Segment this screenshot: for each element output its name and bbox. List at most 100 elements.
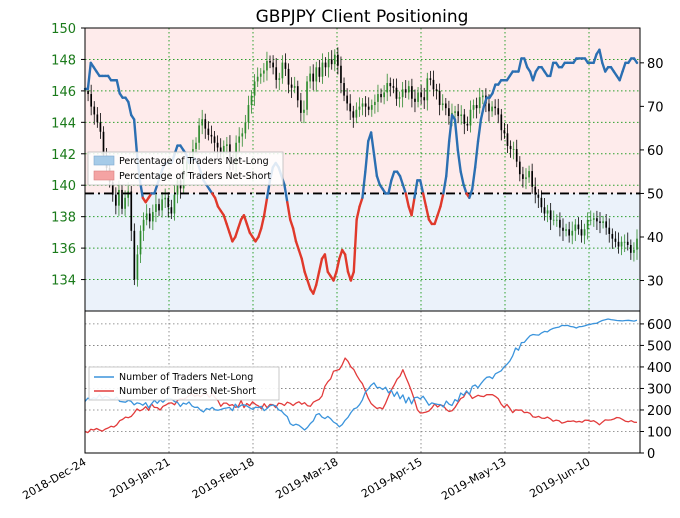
sentiment-segment [442,174,448,195]
sentiment-segment [491,83,497,95]
candlesticks [87,47,638,287]
sentiment-segment [421,192,428,208]
sentiment-segment [419,179,425,195]
top-panel: 134 136 138 140 142 144 146 148 150 30 40 50 60 70 80… [51,22,664,312]
sentiment-segment [283,183,289,204]
left-tick-label: 142 [51,148,76,163]
candle-body [226,144,228,146]
candle-body [478,97,481,109]
chart-title: GBPJPY Client Positioning [256,7,469,27]
candle-body [145,213,148,220]
candle-body [278,78,281,80]
candle-body [284,62,287,69]
candle-body [525,177,527,179]
left-tick-label: 150 [51,22,76,37]
candle-body [318,67,321,77]
bottom-panel: 0 100 200 300 400 500 600 Number of Traders Ne… [84,310,672,462]
sentiment-segment [288,218,295,230]
candle-body [454,111,456,113]
candle-body [528,171,530,178]
candle-body [238,136,241,143]
sentiment-segment [294,240,301,252]
sentiment-segment [115,79,121,95]
candle-body [164,197,167,200]
legend-net-short-swatch [93,170,115,181]
trader-count-lines [84,318,638,434]
candle-body [327,59,330,68]
left-tick-label: 134 [51,274,76,289]
candle-body [583,229,586,236]
candle-body [256,76,259,82]
candle-body [152,211,154,222]
candle-body [441,103,444,106]
sentiment-segment [242,214,249,226]
candle-body [315,67,318,82]
sentiment-segment [291,227,298,243]
candle-body [472,105,475,110]
candle-body [204,119,207,129]
candle-body [343,83,345,96]
candle-body [312,73,315,82]
candle-body [457,111,459,117]
candle-body [414,98,416,102]
candle-body [340,65,342,84]
sentiment-segment [364,139,370,173]
sentiment-segment [257,227,263,239]
candle-body [93,106,96,115]
sentiment-segment [352,218,358,274]
candle-body [253,81,256,96]
candle-body [244,122,247,134]
candle-body [534,186,537,195]
candle-body [401,89,404,98]
top-legend-box [87,151,284,186]
count-tick-label: 200 [647,404,672,419]
candle-body [118,189,120,206]
sentiment-segment [245,222,251,234]
candle-body [592,218,595,220]
candle-body [438,90,441,106]
candle-body [571,230,574,236]
candle-body [155,204,157,212]
sentiment-segment [312,283,318,295]
candle-body [420,92,422,98]
top-legend: Percentage of Traders Net-Long Percentag… [87,151,284,186]
candle-body [460,114,463,117]
candle-body [321,62,324,77]
candle-body [374,101,376,106]
candle-body [386,83,389,93]
candle-body [481,95,484,98]
legend-net-short-label: Percentage of Traders Net-Short [119,171,271,182]
candle-body [599,221,601,223]
sentiment-segment [598,48,604,65]
candle-body [303,109,305,113]
candle-body [636,238,638,250]
candle-body [497,108,500,115]
bottom-legend-box [88,366,280,401]
sentiment-segment [361,170,367,200]
candle-body [213,136,216,143]
candle-body [346,95,348,104]
right-tick-label: 60 [647,144,664,159]
candle-body [90,94,93,107]
sentiment-segment [523,57,529,69]
sentiment-segment [213,196,220,208]
candle-body [293,86,296,88]
sentiment-segment [459,170,465,186]
candle-body [263,70,265,74]
candle-body [173,194,176,214]
sentiment-segment [401,183,407,195]
sentiment-segment [482,96,488,108]
candle-body [275,67,278,80]
candle-body [562,227,564,231]
candle-body [577,224,580,230]
candle-body [574,224,577,231]
sentiment-segment [404,192,410,208]
sentiment-segment [127,100,133,117]
candle-body [287,68,290,85]
sentiment-segment [517,57,523,73]
sentiment-segment [369,131,376,156]
candle-body [398,97,401,99]
right-tick-label: 30 [647,275,664,290]
sentiment-segment [468,187,474,200]
sentiment-segment [132,118,139,156]
